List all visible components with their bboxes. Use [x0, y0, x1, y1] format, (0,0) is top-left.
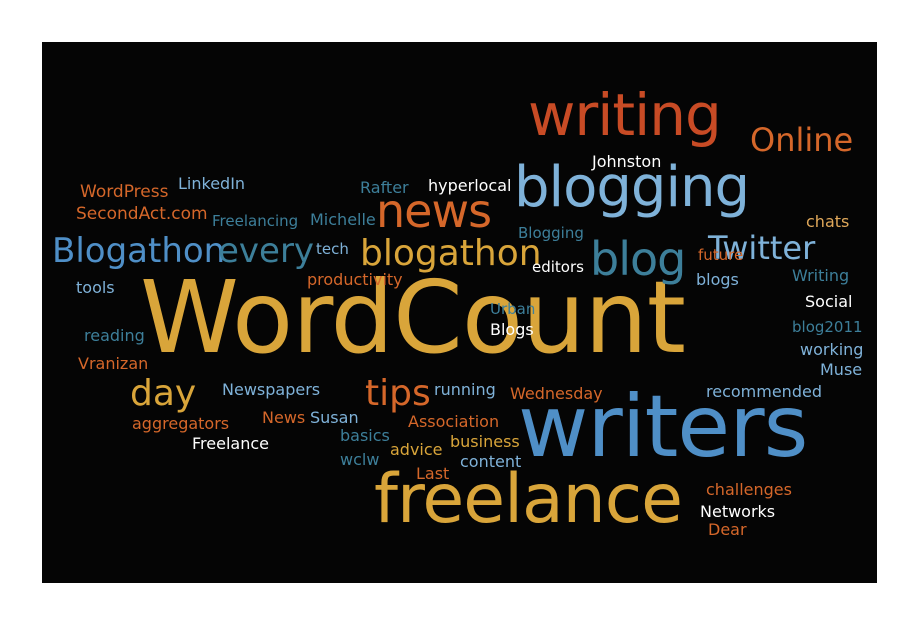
word-networks: Networks [700, 502, 776, 521]
word-blogging-small: Blogging [518, 224, 584, 242]
word-blogathon-cap: Blogathon [52, 231, 226, 271]
word-day: day [130, 373, 197, 414]
word-blogs-cap: Blogs [490, 320, 534, 339]
word-linkedin: LinkedIn [178, 174, 246, 193]
word-freelancing: Freelancing [212, 212, 299, 230]
word-working: working [800, 340, 864, 359]
word-twitter: Twitter [708, 229, 816, 267]
word-newspapers: Newspapers [222, 380, 321, 399]
word-challenges: challenges [706, 480, 792, 499]
word-reading: reading [84, 326, 145, 345]
word-social: Social [805, 292, 853, 311]
word-productivity: productivity [307, 270, 403, 289]
word-last: Last [416, 464, 450, 483]
word-vranizan: Vranizan [78, 354, 149, 373]
word-secondact: SecondAct.com [76, 204, 208, 224]
word-freelance-big: freelance [374, 460, 683, 539]
word-chats: chats [806, 212, 850, 231]
word-blog: blog [590, 232, 686, 286]
word-business: business [450, 432, 520, 451]
word-blogging: blogging [514, 155, 750, 220]
word-news: news [376, 184, 492, 238]
word-cloud: WordCount writers freelance writing blogging… [42, 42, 877, 583]
word-hyperlocal: hyperlocal [428, 176, 512, 195]
word-susan: Susan [310, 408, 359, 427]
word-blogathon-lower: blogathon [360, 233, 542, 274]
word-running: running [434, 380, 496, 399]
word-urban: Urban [490, 300, 536, 318]
word-content: content [460, 452, 522, 471]
word-tech: tech [316, 240, 349, 258]
word-editors: editors [532, 258, 584, 276]
word-rafter: Rafter [360, 178, 409, 197]
word-blogs-small: blogs [696, 270, 739, 289]
word-writing: writing [528, 81, 722, 149]
word-news-small: News [262, 408, 306, 427]
word-every: every [218, 231, 315, 271]
word-tips: tips [365, 373, 431, 414]
word-recommended: recommended [706, 382, 822, 401]
word-basics: basics [340, 426, 390, 445]
word-wordcount: WordCount [140, 259, 686, 376]
word-online: Online [750, 121, 854, 159]
word-writers: writers [518, 377, 808, 477]
word-wednesday: Wednesday [510, 384, 603, 403]
word-blog2011: blog2011 [792, 318, 863, 336]
word-muse: Muse [820, 360, 863, 379]
word-freelance-small: Freelance [192, 434, 269, 453]
word-future: future [698, 246, 744, 264]
word-aggregators: aggregators [132, 414, 230, 433]
word-association: Association [408, 412, 500, 431]
word-writing-small: Writing [792, 266, 850, 285]
word-michelle: Michelle [310, 210, 376, 229]
word-wordpress: WordPress [80, 182, 169, 202]
word-johnston: Johnston [592, 152, 662, 171]
word-tools: tools [76, 278, 115, 297]
word-advice: advice [390, 440, 443, 459]
word-dear: Dear [708, 520, 747, 539]
word-wclw: wclw [340, 450, 380, 469]
